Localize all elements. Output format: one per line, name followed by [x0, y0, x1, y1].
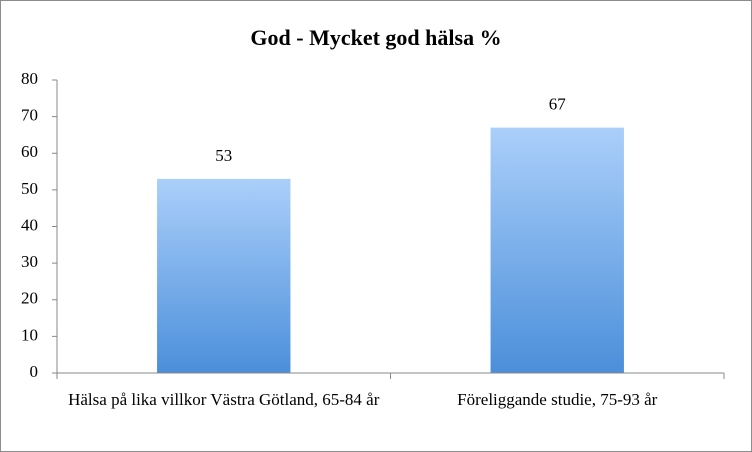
chart-title: God - Mycket god hälsa %	[250, 25, 501, 50]
y-tick-label: 20	[21, 289, 38, 308]
data-label: 67	[549, 95, 567, 114]
x-tick-label: Hälsa på lika villkor Västra Götland, 65…	[68, 390, 380, 409]
y-tick-label: 50	[21, 179, 38, 198]
y-tick-label: 60	[21, 142, 38, 161]
y-tick-label: 30	[21, 252, 38, 271]
data-label: 53	[215, 146, 232, 165]
bar	[157, 178, 291, 373]
bar	[490, 127, 624, 373]
y-tick-label: 70	[21, 106, 38, 125]
y-tick-label: 40	[21, 215, 38, 234]
x-tick-label: Föreliggande studie, 75-93 år	[457, 390, 658, 409]
y-tick-label: 80	[21, 69, 38, 88]
y-tick-label: 10	[21, 325, 38, 344]
y-tick-label: 0	[30, 362, 39, 381]
